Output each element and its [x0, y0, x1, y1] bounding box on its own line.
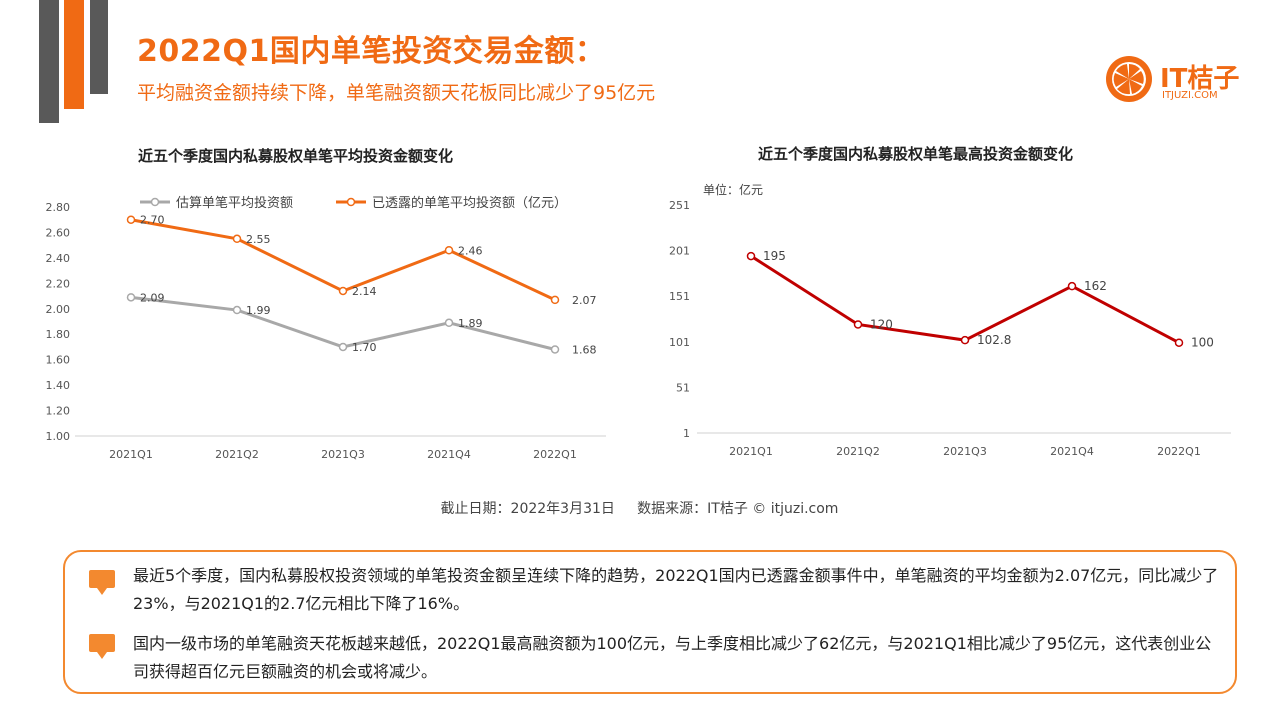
x-tick-label: 2021Q2: [836, 445, 880, 458]
page-subtitle: 平均融资金额持续下降，单笔融资额天花板同比减少了95亿元: [137, 82, 656, 104]
data-label: 2.55: [246, 233, 271, 246]
logo-text: IT桔子: [1160, 64, 1240, 94]
chart1-title: 近五个季度国内私募股权单笔平均投资金额变化: [138, 147, 454, 165]
data-label: 2.46: [458, 244, 483, 257]
data-label: 120: [870, 317, 893, 331]
data-point: [126, 215, 136, 224]
y-tick-label: 2.20: [46, 277, 71, 290]
x-tick-label: 2022Q1: [533, 448, 577, 461]
y-tick-label: 201: [669, 245, 690, 258]
data-label: 162: [1084, 279, 1107, 293]
series-line: [750, 254, 1180, 345]
data-label: 2.70: [140, 214, 165, 227]
data-point: [550, 345, 560, 354]
speech-bubble-icon: [89, 634, 115, 659]
data-point: [444, 246, 454, 255]
series-line: [130, 295, 556, 351]
footnote: 截止日期：2022年3月31日 数据来源：IT桔子 © itjuzi.com: [440, 501, 839, 517]
legend-marker: [346, 197, 356, 207]
data-point: [960, 335, 970, 345]
data-label: 2.09: [140, 291, 165, 304]
y-tick-label: 1.20: [46, 405, 71, 418]
data-point: [853, 320, 863, 329]
itjuzi-logo: IT桔子 ITJUZI.COM: [1104, 54, 1254, 106]
data-point: [232, 305, 242, 315]
data-point: [444, 318, 454, 328]
data-point: [338, 286, 348, 296]
y-tick-label: 2.40: [46, 252, 71, 265]
y-tick-label: 1.40: [46, 379, 71, 392]
speech-bubble-icon: [89, 570, 115, 595]
data-label: 1.99: [246, 304, 271, 317]
y-tick-label: 101: [669, 336, 690, 349]
y-tick-label: 251: [669, 199, 690, 212]
decor-bar-dark-left: [39, 0, 59, 123]
y-tick-label: 2.80: [46, 201, 71, 214]
data-point: [1174, 338, 1184, 347]
y-tick-label: 1.00: [46, 430, 71, 443]
x-tick-label: 2021Q4: [427, 448, 471, 461]
x-tick-label: 2021Q3: [943, 445, 987, 458]
y-tick-label: 2.60: [46, 226, 71, 239]
data-point: [1067, 281, 1077, 291]
data-point: [232, 234, 242, 244]
page-title: 2022Q1国内单笔投资交易金额：: [137, 34, 606, 69]
x-tick-label: 2021Q3: [321, 448, 365, 461]
legend-label: 估算单笔平均投资额: [176, 195, 293, 211]
data-label: 102.8: [977, 333, 1011, 347]
data-point: [338, 342, 348, 352]
data-label: 2.14: [352, 285, 377, 298]
decor-bar-orange: [64, 0, 84, 109]
unit-label: 单位：亿元: [703, 182, 763, 197]
y-tick-label: 1.80: [46, 328, 71, 341]
y-tick-label: 151: [669, 290, 690, 303]
y-tick-label: 1.60: [46, 354, 71, 367]
data-label: 1.70: [352, 341, 377, 354]
note-1: 最近5个季度，国内私募股权投资领域的单笔投资金额呈连续下降的趋势，2022Q1国…: [133, 566, 1219, 613]
data-label: 100: [1191, 336, 1214, 350]
data-point: [550, 295, 560, 305]
x-tick-label: 2021Q1: [729, 445, 773, 458]
chart2-title: 近五个季度国内私募股权单笔最高投资金额变化: [758, 145, 1074, 163]
y-tick-label: 1: [683, 427, 690, 440]
x-tick-label: 2022Q1: [1157, 445, 1201, 458]
note-2: 国内一级市场的单笔融资天花板越来越低，2022Q1最高融资额为100亿元，与上季…: [133, 634, 1212, 681]
data-label: 1.68: [572, 343, 597, 356]
logo-subtext: ITJUZI.COM: [1162, 90, 1218, 101]
data-label: 195: [763, 249, 786, 263]
data-label: 1.89: [458, 317, 483, 330]
orange-slice-icon: [1106, 56, 1152, 102]
legend-marker: [150, 197, 160, 207]
data-point: [126, 293, 136, 302]
x-tick-label: 2021Q2: [215, 448, 259, 461]
y-tick-label: 51: [676, 381, 690, 394]
chart-left: 1.00 1.20 1.40 1.60 1.80 2.00 2.20 2.40 2.60 2.80…: [46, 195, 606, 461]
decor-bar-dark-right: [90, 0, 108, 94]
legend-label: 已透露的单笔平均投资额（亿元）: [372, 195, 567, 211]
data-point: [746, 251, 756, 261]
data-label: 2.07: [572, 294, 597, 307]
x-tick-label: 2021Q1: [109, 448, 153, 461]
y-tick-label: 2.00: [46, 303, 71, 316]
x-tick-label: 2021Q4: [1050, 445, 1094, 458]
notes-box: 最近5个季度，国内私募股权投资领域的单笔投资金额呈连续下降的趋势，2022Q1国…: [63, 550, 1237, 694]
